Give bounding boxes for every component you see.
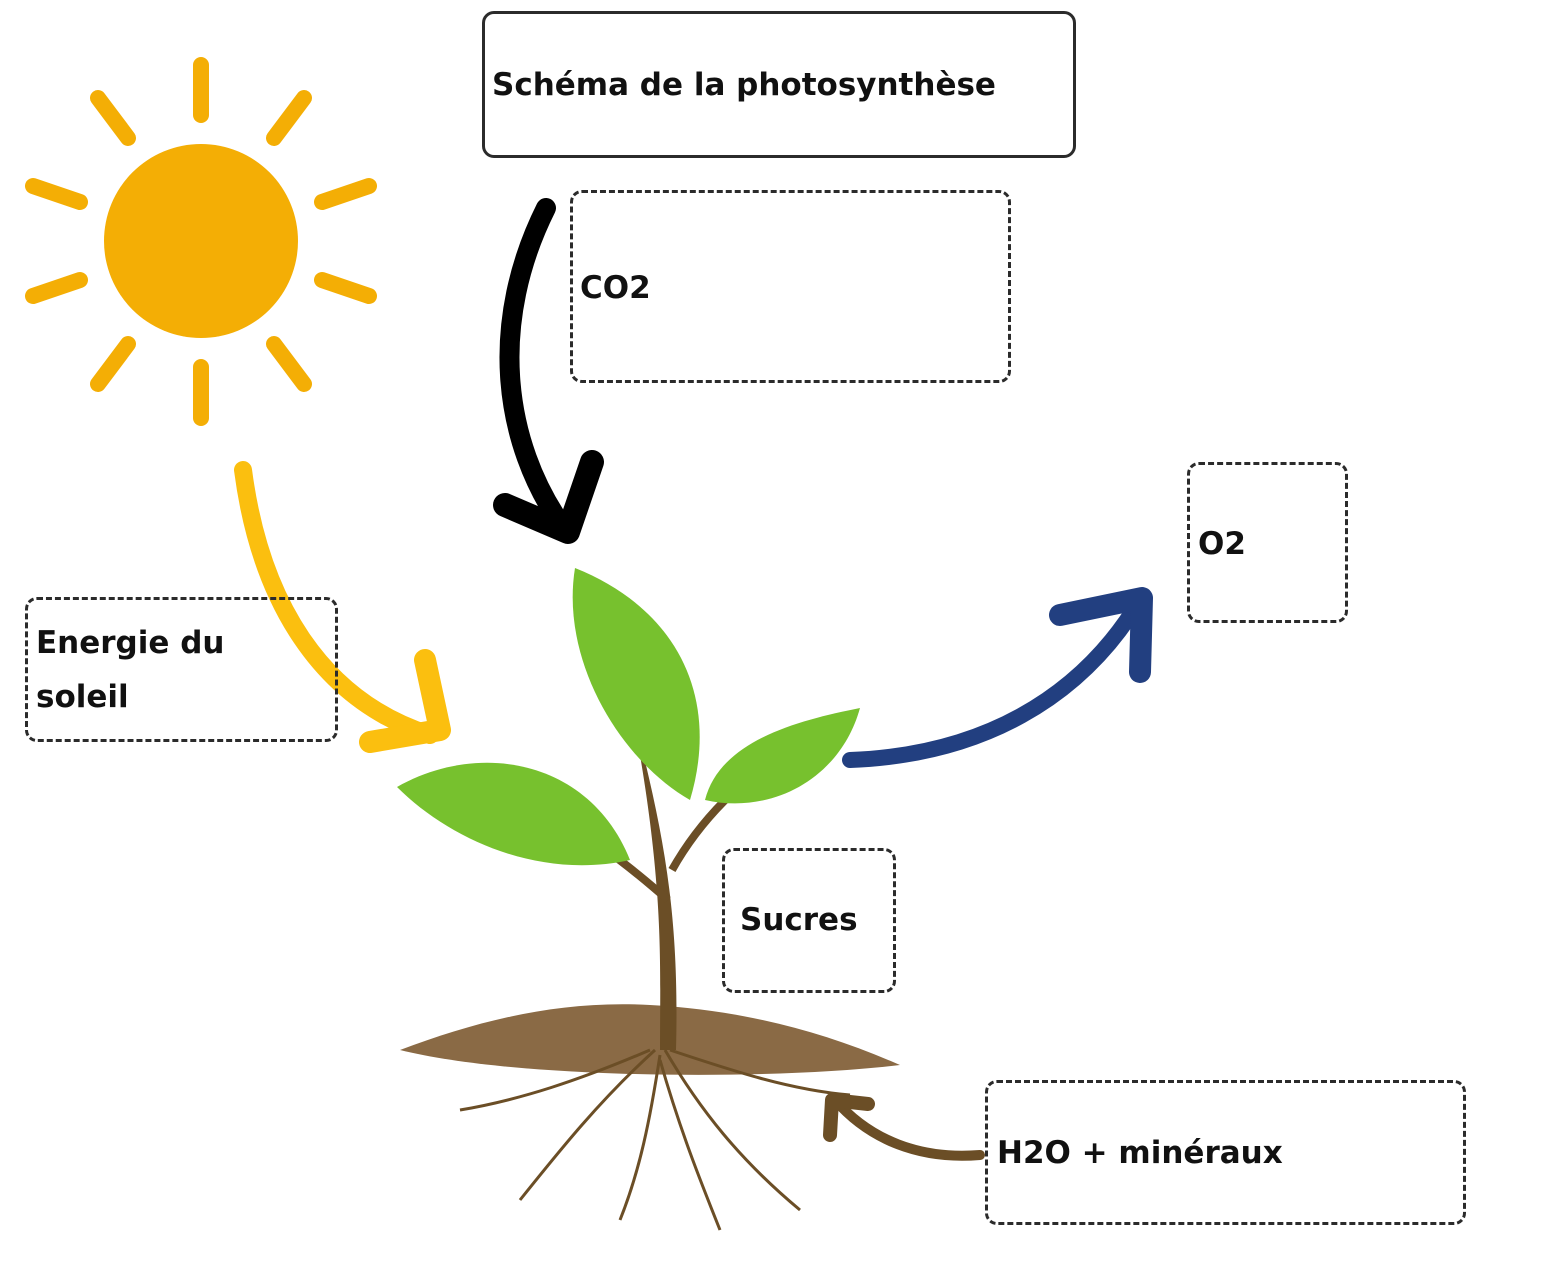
sun-ray <box>98 344 128 384</box>
sun-ray <box>98 98 128 138</box>
water-label: H2O + minéraux <box>997 1126 1283 1180</box>
o2-arrow <box>850 600 1140 760</box>
leaf <box>705 708 860 803</box>
soil <box>400 1004 900 1075</box>
co2-arrow <box>509 208 565 530</box>
leaf <box>573 568 700 800</box>
energy-label: Energie du soleil <box>36 616 266 724</box>
sun-ray <box>33 186 80 202</box>
sun-ray <box>33 280 80 296</box>
sun-ray <box>322 280 369 296</box>
sun-disc <box>104 144 298 338</box>
title: Schéma de la photosynthèse <box>492 58 996 112</box>
sun <box>33 65 369 418</box>
sun-ray <box>274 98 304 138</box>
co2-label: CO2 <box>580 261 651 315</box>
roots <box>460 1050 850 1230</box>
leaf <box>397 763 630 865</box>
sun-ray <box>274 344 304 384</box>
page: Schéma de la photosynthèse CO2 O2 Energi… <box>0 0 1552 1262</box>
o2-label: O2 <box>1198 517 1246 571</box>
root <box>660 1060 720 1230</box>
sun-arrowhead <box>370 660 440 742</box>
sugars-label: Sucres <box>740 893 858 947</box>
sun-ray <box>322 186 369 202</box>
